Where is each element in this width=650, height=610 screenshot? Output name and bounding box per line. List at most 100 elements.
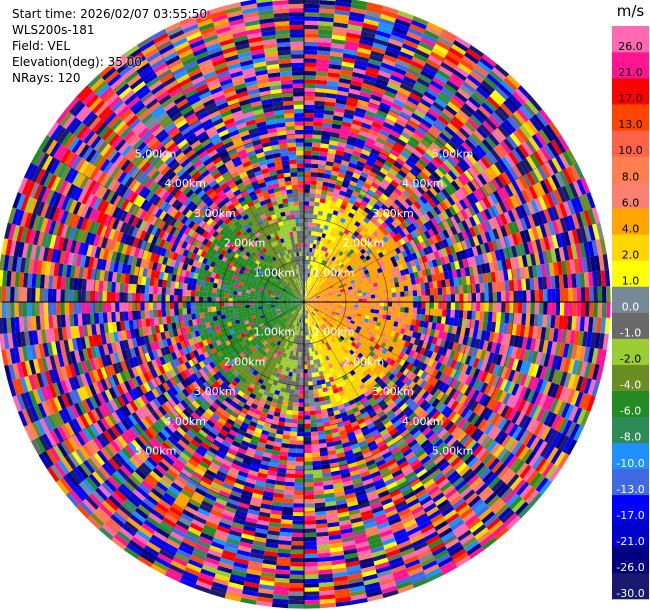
velocity-gate [415, 332, 422, 340]
velocity-gate [321, 334, 325, 340]
velocity-gate [320, 330, 325, 335]
velocity-gate [580, 177, 591, 194]
velocity-gate [387, 345, 394, 353]
velocity-gate [434, 475, 447, 486]
velocity-gate [338, 256, 344, 262]
velocity-gate [366, 308, 371, 313]
velocity-gate [351, 119, 363, 127]
velocity-gate [588, 271, 594, 288]
velocity-gate [518, 414, 529, 428]
velocity-gate [547, 159, 559, 175]
velocity-gate [413, 541, 428, 552]
velocity-gate [379, 322, 386, 328]
velocity-gate [444, 104, 458, 116]
velocity-gate [297, 419, 304, 424]
velocity-gate [567, 230, 576, 246]
velocity-gate [345, 297, 351, 300]
velocity-gate [375, 137, 386, 145]
velocity-gate [321, 365, 327, 371]
velocity-gate [423, 239, 431, 248]
velocity-gate [315, 71, 329, 77]
velocity-gate [576, 287, 582, 302]
velocity-gate [309, 355, 314, 361]
velocity-gate [370, 274, 376, 280]
velocity-gate [523, 242, 530, 255]
velocity-gate [472, 444, 484, 457]
velocity-gate [286, 469, 296, 474]
velocity-gate [395, 422, 405, 432]
velocity-gate [488, 218, 497, 230]
velocity-gate [377, 379, 385, 387]
velocity-gate [345, 104, 357, 112]
velocity-gate [332, 405, 339, 412]
velocity-gate [435, 233, 443, 243]
velocity-gate [569, 164, 581, 181]
velocity-gate [365, 586, 382, 594]
velocity-gate [536, 407, 546, 423]
velocity-gate [240, 493, 252, 501]
velocity-gate [495, 354, 503, 366]
velocity-gate [298, 313, 301, 318]
velocity-gate [345, 320, 350, 325]
velocity-gate [356, 103, 368, 111]
velocity-gate [378, 443, 388, 452]
velocity-gate [550, 341, 557, 356]
velocity-gate [432, 471, 445, 483]
velocity-gate [331, 227, 337, 233]
velocity-gate [314, 324, 318, 329]
velocity-gate [538, 129, 551, 145]
velocity-gate [313, 490, 325, 495]
velocity-gate [428, 420, 439, 430]
velocity-gate [462, 489, 476, 502]
velocity-gate [320, 404, 327, 410]
velocity-gate [276, 399, 283, 405]
velocity-gate [366, 305, 372, 309]
velocity-gate [401, 323, 407, 330]
velocity-gate [368, 283, 374, 288]
velocity-gate [512, 460, 525, 474]
velocity-gate [473, 416, 484, 428]
velocity-gate [333, 575, 348, 582]
velocity-gate [373, 329, 379, 335]
velocity-gate [323, 293, 328, 296]
velocity-gate [318, 21, 334, 27]
velocity-gate [506, 345, 514, 358]
velocity-gate [416, 289, 422, 297]
velocity-gate [495, 86, 509, 101]
velocity-gate [366, 422, 376, 430]
velocity-gate [407, 206, 415, 215]
velocity-gate [438, 222, 447, 232]
velocity-gate [319, 400, 326, 406]
velocity-gate [394, 576, 411, 586]
velocity-gate [593, 302, 598, 318]
velocity-gate [427, 571, 444, 583]
velocity-gate [471, 389, 480, 401]
velocity-gate [566, 344, 574, 359]
velocity-gate [317, 317, 321, 322]
velocity-gate [410, 192, 420, 201]
velocity-gate [530, 302, 535, 315]
velocity-gate [461, 363, 469, 374]
velocity-gate [273, 358, 279, 364]
velocity-gate [267, 409, 275, 416]
velocity-gate [305, 305, 308, 310]
velocity-gate [348, 237, 355, 244]
velocity-gate [362, 167, 371, 175]
velocity-gate [459, 59, 475, 71]
velocity-gate [354, 221, 361, 228]
velocity-gate [317, 33, 333, 39]
velocity-gate [557, 328, 563, 343]
velocity-gate [304, 243, 308, 248]
velocity-gate [299, 309, 302, 314]
velocity-gate [346, 281, 352, 286]
velocity-gate [449, 359, 457, 369]
velocity-gate [304, 536, 317, 542]
velocity-gate [357, 358, 364, 365]
velocity-gate [332, 567, 347, 574]
velocity-gate [305, 331, 308, 336]
velocity-gate [330, 266, 335, 271]
velocity-gate [350, 7, 366, 15]
velocity-gate [198, 536, 213, 546]
velocity-gate [224, 505, 237, 514]
velocity-gate [304, 411, 310, 416]
